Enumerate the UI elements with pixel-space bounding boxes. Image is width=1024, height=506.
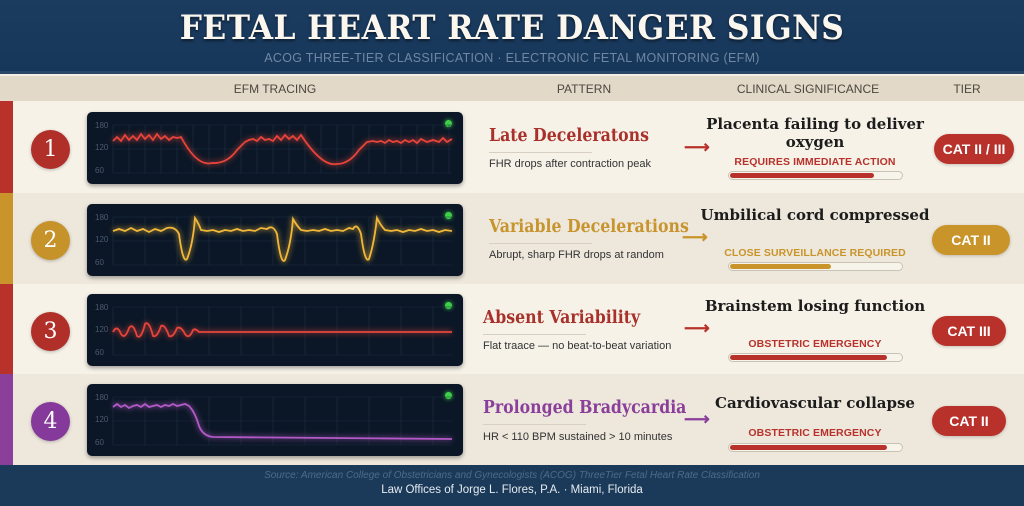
page-subtitle: ACOG THREE-TIER CLASSIFICATION · ELECTRO…: [264, 51, 760, 65]
pattern-name: Variable Decelerations: [489, 217, 689, 237]
row-accent-bar: [0, 284, 13, 374]
clinical-significance: Umbilical cord compressed: [700, 206, 930, 224]
severity-meter: [728, 262, 903, 271]
column-header-clinical-significance: CLINICAL SIGNIFICANCE: [736, 82, 880, 96]
y-axis-label: 180: [95, 393, 109, 402]
y-axis-label: 180: [95, 121, 109, 130]
urgency-label: OBSTETRIC EMERGENCY: [748, 427, 882, 439]
efm-monitor: 180 120 60: [87, 204, 463, 276]
late-deceleration-trace-icon: [112, 124, 453, 174]
column-header-bar: EFM TRACING PATTERN CLINICAL SIGNIFICANC…: [0, 76, 1024, 101]
tier-badge: CAT II: [932, 225, 1010, 255]
y-axis-label: 60: [95, 258, 104, 267]
urgency-label: REQUIRES IMMEDIATE ACTION: [734, 156, 896, 168]
y-axis-label: 120: [95, 235, 109, 244]
arrow-right-icon: ⟶: [684, 137, 710, 157]
severity-meter: [728, 171, 903, 180]
divider: [483, 424, 586, 425]
row-number-badge: 3: [31, 312, 70, 351]
arrow-right-icon: ⟶: [682, 227, 708, 247]
y-axis-label: 60: [95, 348, 104, 357]
severity-meter-fill: [730, 355, 888, 360]
footer: Source: American College of Obstetrician…: [0, 465, 1024, 506]
status-led-icon: [445, 120, 452, 127]
table-row: 4 180 120 60 Prolonged Bradycardia HR < …: [0, 374, 1024, 465]
arrow-right-icon: ⟶: [684, 409, 710, 429]
arrow-right-icon: ⟶: [684, 318, 710, 338]
table-row: 3 180 120 60 Absent Variability Flat tra…: [0, 284, 1024, 374]
urgency-label: OBSTETRIC EMERGENCY: [748, 338, 882, 350]
clinical-significance: Placenta failing to deliver oxygen: [706, 115, 924, 151]
y-axis-label: 60: [95, 166, 104, 175]
clinical-significance: Brainstem losing function: [704, 297, 926, 315]
pattern-name: Absent Variability: [483, 308, 641, 328]
divider: [483, 334, 586, 335]
tier-badge: CAT III: [932, 316, 1006, 346]
variable-deceleration-trace-icon: [112, 214, 453, 266]
table-row: 1 180 120 60 Late Deceleratons FHR drops…: [0, 101, 1024, 193]
row-accent-bar: [0, 374, 13, 465]
pattern-description: HR < 110 BPM sustained > 10 minutes: [483, 431, 673, 443]
urgency-label: CLOSE SURVEILLANCE REQUIRED: [724, 247, 906, 259]
y-axis-label: 120: [95, 415, 109, 424]
y-axis-label: 60: [95, 438, 104, 447]
efm-monitor: 180 120 60: [87, 384, 463, 456]
efm-monitor: 180 120 60: [87, 294, 463, 366]
y-axis-label: 120: [95, 143, 109, 152]
table-row: 2 180 120 60 Variable Decelerations Abru…: [0, 193, 1024, 284]
header-banner: FETAL HEART RATE DANGER SIGNS ACOG THREE…: [0, 0, 1024, 74]
row-number-badge: 1: [31, 130, 70, 169]
column-header-pattern: PATTERN: [556, 82, 612, 96]
absent-variability-trace-icon: [112, 306, 452, 356]
severity-meter: [728, 443, 903, 452]
severity-meter: [728, 353, 903, 362]
tier-badge: CAT II: [932, 406, 1006, 436]
row-accent-bar: [0, 193, 13, 284]
clinical-significance: Cardiovascular collapse: [715, 394, 915, 412]
source-citation: Source: American College of Obstetrician…: [264, 470, 760, 481]
severity-meter-fill: [730, 173, 874, 178]
column-header-tier: TIER: [953, 82, 981, 96]
page-title: FETAL HEART RATE DANGER SIGNS: [179, 8, 845, 48]
row-number-badge: 2: [31, 221, 70, 260]
firm-credit: Law Offices of Jorge L. Flores, P.A. · M…: [381, 484, 643, 496]
prolonged-bradycardia-trace-icon: [112, 396, 453, 446]
y-axis-label: 180: [95, 213, 109, 222]
y-axis-label: 120: [95, 325, 109, 334]
severity-meter-fill: [730, 445, 888, 450]
severity-meter-fill: [730, 264, 831, 269]
pattern-name: Prolonged Bradycardia: [483, 398, 687, 418]
status-led-icon: [445, 392, 452, 399]
column-header-efm-tracing: EFM TRACING: [233, 82, 317, 96]
tier-badge: CAT II / III: [934, 134, 1014, 164]
pattern-description: FHR drops after contraction peak: [489, 158, 652, 170]
pattern-name: Late Deceleratons: [489, 126, 649, 146]
pattern-description: Abrupt, sharp FHR drops at random: [489, 249, 664, 261]
row-number-badge: 4: [31, 402, 70, 441]
divider: [489, 152, 592, 153]
efm-monitor: 180 120 60: [87, 112, 463, 184]
divider: [489, 243, 592, 244]
pattern-description: Flat traace — no beat-to-beat variation: [483, 340, 672, 352]
y-axis-label: 180: [95, 303, 109, 312]
status-led-icon: [445, 302, 452, 309]
status-led-icon: [445, 212, 452, 219]
row-accent-bar: [0, 101, 13, 193]
